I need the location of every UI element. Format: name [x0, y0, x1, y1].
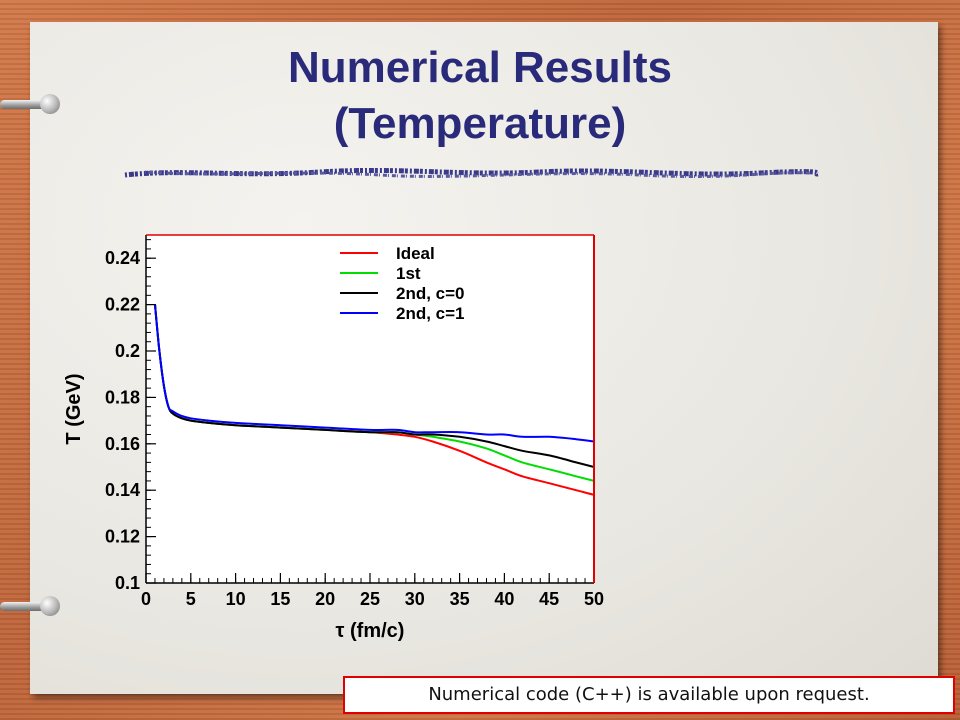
series-lines [154, 304, 595, 496]
series-line-2 [154, 304, 595, 468]
binder-ring-bottom [0, 596, 60, 618]
title-line-2: (Temperature) [333, 99, 627, 148]
x-tick-label-5: 25 [360, 589, 380, 609]
y-tick-label-7: 0.24 [105, 248, 140, 268]
legend-label-0: Ideal [396, 244, 435, 263]
y-tick-label-0: 0.1 [115, 573, 140, 593]
binder-ring-top [0, 94, 60, 116]
x-tick-label-7: 35 [450, 589, 470, 609]
x-tick-label-3: 15 [270, 589, 290, 609]
x-tick-label-1: 5 [186, 589, 196, 609]
brush-stroke-divider [124, 167, 820, 179]
y-tick-label-2: 0.14 [105, 480, 140, 500]
legend-label-3: 2nd, c=1 [396, 304, 465, 323]
x-tick-label-6: 30 [405, 589, 425, 609]
x-tick-label-0: 0 [141, 589, 151, 609]
y-axis-label: T (GeV) [63, 373, 85, 444]
y-tick-label-3: 0.16 [105, 434, 140, 454]
legend-label-2: 2nd, c=0 [396, 284, 465, 303]
y-tick-label-6: 0.22 [105, 295, 140, 315]
x-tick-label-8: 40 [494, 589, 514, 609]
x-axis-ticks: 0 5 10 15 20 25 30 35 40 45 50 [141, 573, 604, 609]
availability-note: Numerical code (C++) is available upon r… [343, 676, 955, 714]
series-line-3 [154, 304, 595, 443]
x-tick-label-2: 10 [226, 589, 246, 609]
temperature-chart: 0.1 0.12 0.14 0.16 0.18 0.2 0.22 0.24 0 5 10 15 20 2… [63, 234, 604, 642]
x-tick-label-10: 50 [584, 589, 604, 609]
x-axis-label: τ (fm/c) [336, 620, 405, 642]
y-axis-ticks: 0.1 0.12 0.14 0.16 0.18 0.2 0.22 0.24 [105, 239, 156, 593]
title-line-1: Numerical Results [288, 43, 672, 92]
slide-title: Numerical Results (Temperature) [120, 40, 840, 152]
x-tick-label-9: 45 [539, 589, 559, 609]
y-tick-label-4: 0.18 [105, 387, 140, 407]
legend-label-1: 1st [396, 264, 421, 283]
x-tick-label-4: 20 [315, 589, 335, 609]
plot-area [146, 235, 594, 583]
y-tick-label-1: 0.12 [105, 527, 140, 547]
y-tick-label-5: 0.2 [115, 341, 140, 361]
